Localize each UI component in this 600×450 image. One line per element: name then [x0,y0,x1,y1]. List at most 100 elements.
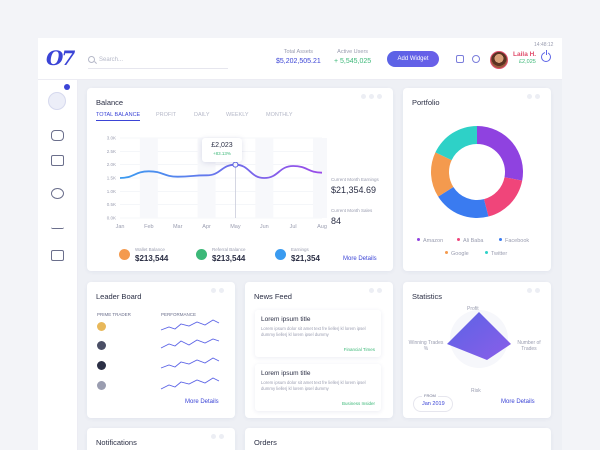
radar-chart [447,312,511,360]
add-widget-button[interactable]: Add Widget [387,51,439,67]
x-tick-label: May [230,224,241,230]
orders-card: Orders [245,428,551,450]
x-tick-label: Mar [173,224,183,230]
analytics-icon[interactable] [51,218,64,229]
donut-slice-google [431,152,454,197]
sales-value: 84 [331,216,342,226]
earnings2-value: $21,354 [291,254,320,263]
legend-twitter: Twitter [485,251,507,257]
portfolio-donut [431,126,523,218]
wallet-icon [119,249,130,260]
tab-profit[interactable]: PROFIT [156,112,177,118]
balance-series-line [119,163,323,179]
news-source: Financial Times [343,347,375,352]
portfolio-title: Portfolio [412,98,440,107]
logo[interactable]: O7 [46,46,75,70]
search-input[interactable]: Search... [88,51,228,69]
logout-icon[interactable] [51,250,64,261]
card-controls[interactable] [527,288,540,293]
exchange-icon[interactable] [51,188,64,199]
wallet-icon[interactable] [51,155,64,166]
x-tick-label: Jun [260,224,269,230]
tab-weekly[interactable]: WEEKLY [226,112,249,118]
portfolio-card: Portfolio Amazon Ali Baba Facebook Googl… [403,88,551,271]
referral-value: $213,544 [212,254,246,263]
dashboard-window: O7 Search... Total Assets $5,202,505.21 A… [38,38,562,450]
x-tick-label: Jan [116,224,125,230]
earnings2-label: Earnings [291,247,309,252]
donut-slice-facebook [438,187,489,218]
card-controls[interactable] [211,434,224,439]
wallet-label: Wallet Balance [135,247,165,252]
news-title: News Feed [254,292,292,301]
chat-icon[interactable] [51,130,64,141]
leaderboard-title: Leader Board [96,292,142,301]
search-icon [88,56,95,63]
donut-slice-amazon [477,126,523,181]
power-icon[interactable] [541,50,551,62]
y-tick-label: 2.5K [107,149,116,154]
news-item[interactable]: Lorem ipsum title Lorem ipsum dolor sit … [255,310,381,357]
card-controls[interactable] [369,288,382,293]
news-headline: Lorem ipsum title [261,370,311,377]
statistics-title: Statistics [412,292,443,301]
news-body: Lorem ipsum dolor sit amet text fre liel… [261,326,366,337]
balance-title: Balance [96,98,124,107]
stat-risk: Risk [471,388,481,394]
tab-monthly[interactable]: MONTHLY [266,112,293,118]
notifications-card: Notifications [87,428,235,450]
stat-winning: Winning Trades % [408,340,444,352]
from-value: Jan 2019 [422,401,445,407]
x-tick-label: Aug [317,224,327,230]
total-assets-value: $5,202,505.21 [276,58,321,65]
trader-avatar [97,322,106,331]
orders-title: Orders [254,438,277,447]
active-users: Active Users + 5,545,025 [334,49,371,65]
gear-icon[interactable] [472,55,480,63]
user-money: £2,025 [519,59,536,65]
news-body: Lorem ipsum dolor sit amet text fre liel… [261,380,366,391]
avatar[interactable] [490,51,508,69]
highlight-point [232,161,239,168]
news-item[interactable]: Lorem ipsum title Lorem ipsum dolor sit … [255,364,381,411]
wallet-value: $213,544 [135,254,169,263]
chevron-icon[interactable] [64,84,70,90]
leaderboard-more-details[interactable]: More Details [185,399,219,405]
card-controls[interactable] [211,288,224,293]
legend-google: Google [445,251,469,257]
y-tick-label: 1.0K [107,189,116,194]
user-name: Laila H. [513,51,537,58]
search-placeholder: Search... [99,56,124,63]
balance-more-details[interactable]: More Details [343,256,377,262]
leaderboard-card: Leader Board PRIME TRADER PERFORMANCE Mo… [87,282,235,418]
col-prime-trader: PRIME TRADER [97,312,131,317]
donut-slice-ali-baba [483,177,523,217]
earnings-value: $21,354.69 [331,185,377,195]
statistics-more-details[interactable]: More Details [501,399,535,405]
card-controls[interactable] [361,94,382,99]
donut-slice-twitter [435,126,477,161]
y-tick-label: 0.5K [107,202,116,207]
y-tick-label: 3.0K [107,136,116,141]
referral-icon [196,249,207,260]
news-card: News Feed Lorem ipsum title Lorem ipsum … [245,282,393,418]
tab-total-balance[interactable]: TOTAL BALANCE [96,112,141,121]
x-tick-label: Jul [290,224,297,230]
lock-icon[interactable] [456,55,464,63]
active-users-value: + 5,545,025 [334,58,372,65]
total-assets: Total Assets $5,202,505.21 [276,49,321,65]
performance-sparklines [160,319,220,390]
x-tick-label: Feb [144,224,153,230]
y-tick-label: 2.0K [107,162,116,167]
card-controls[interactable] [527,94,540,99]
legend-facebook: Facebook [499,238,529,244]
dashboard-icon[interactable] [48,92,66,110]
tab-daily[interactable]: DAILY [194,112,210,118]
from-label: FROM [422,393,438,398]
col-performance: PERFORMANCE [161,312,197,317]
earnings-label: Current Month Earnings [331,177,379,182]
statistics-card: Statistics Profit Winning Trades % Numbe… [403,282,551,418]
chart-tooltip: £2,023 +83.13% [202,138,242,162]
y-tick-label: 0.0K [107,216,116,221]
date-picker[interactable]: FROM Jan 2019 [413,393,453,412]
